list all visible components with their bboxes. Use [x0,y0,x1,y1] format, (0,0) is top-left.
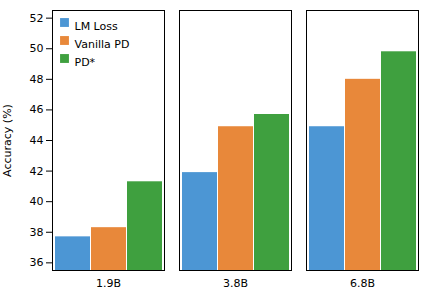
svg-text:3.8B: 3.8B [223,277,248,290]
svg-text:40: 40 [30,195,44,208]
svg-text:1.9B: 1.9B [96,277,121,290]
svg-text:Vanilla PD: Vanilla PD [75,38,130,51]
svg-text:6.8B: 6.8B [350,277,375,290]
svg-text:48: 48 [30,73,44,86]
svg-text:44: 44 [30,134,44,147]
svg-text:46: 46 [30,103,44,116]
svg-text:52: 52 [30,12,44,25]
svg-text:50: 50 [30,42,44,55]
svg-text:42: 42 [30,165,44,178]
svg-text:LM Loss: LM Loss [75,20,119,33]
svg-text:36: 36 [30,256,44,269]
svg-text:Accuracy (%): Accuracy (%) [1,104,14,177]
svg-text:38: 38 [30,226,44,239]
svg-text:PD*: PD* [75,56,96,69]
